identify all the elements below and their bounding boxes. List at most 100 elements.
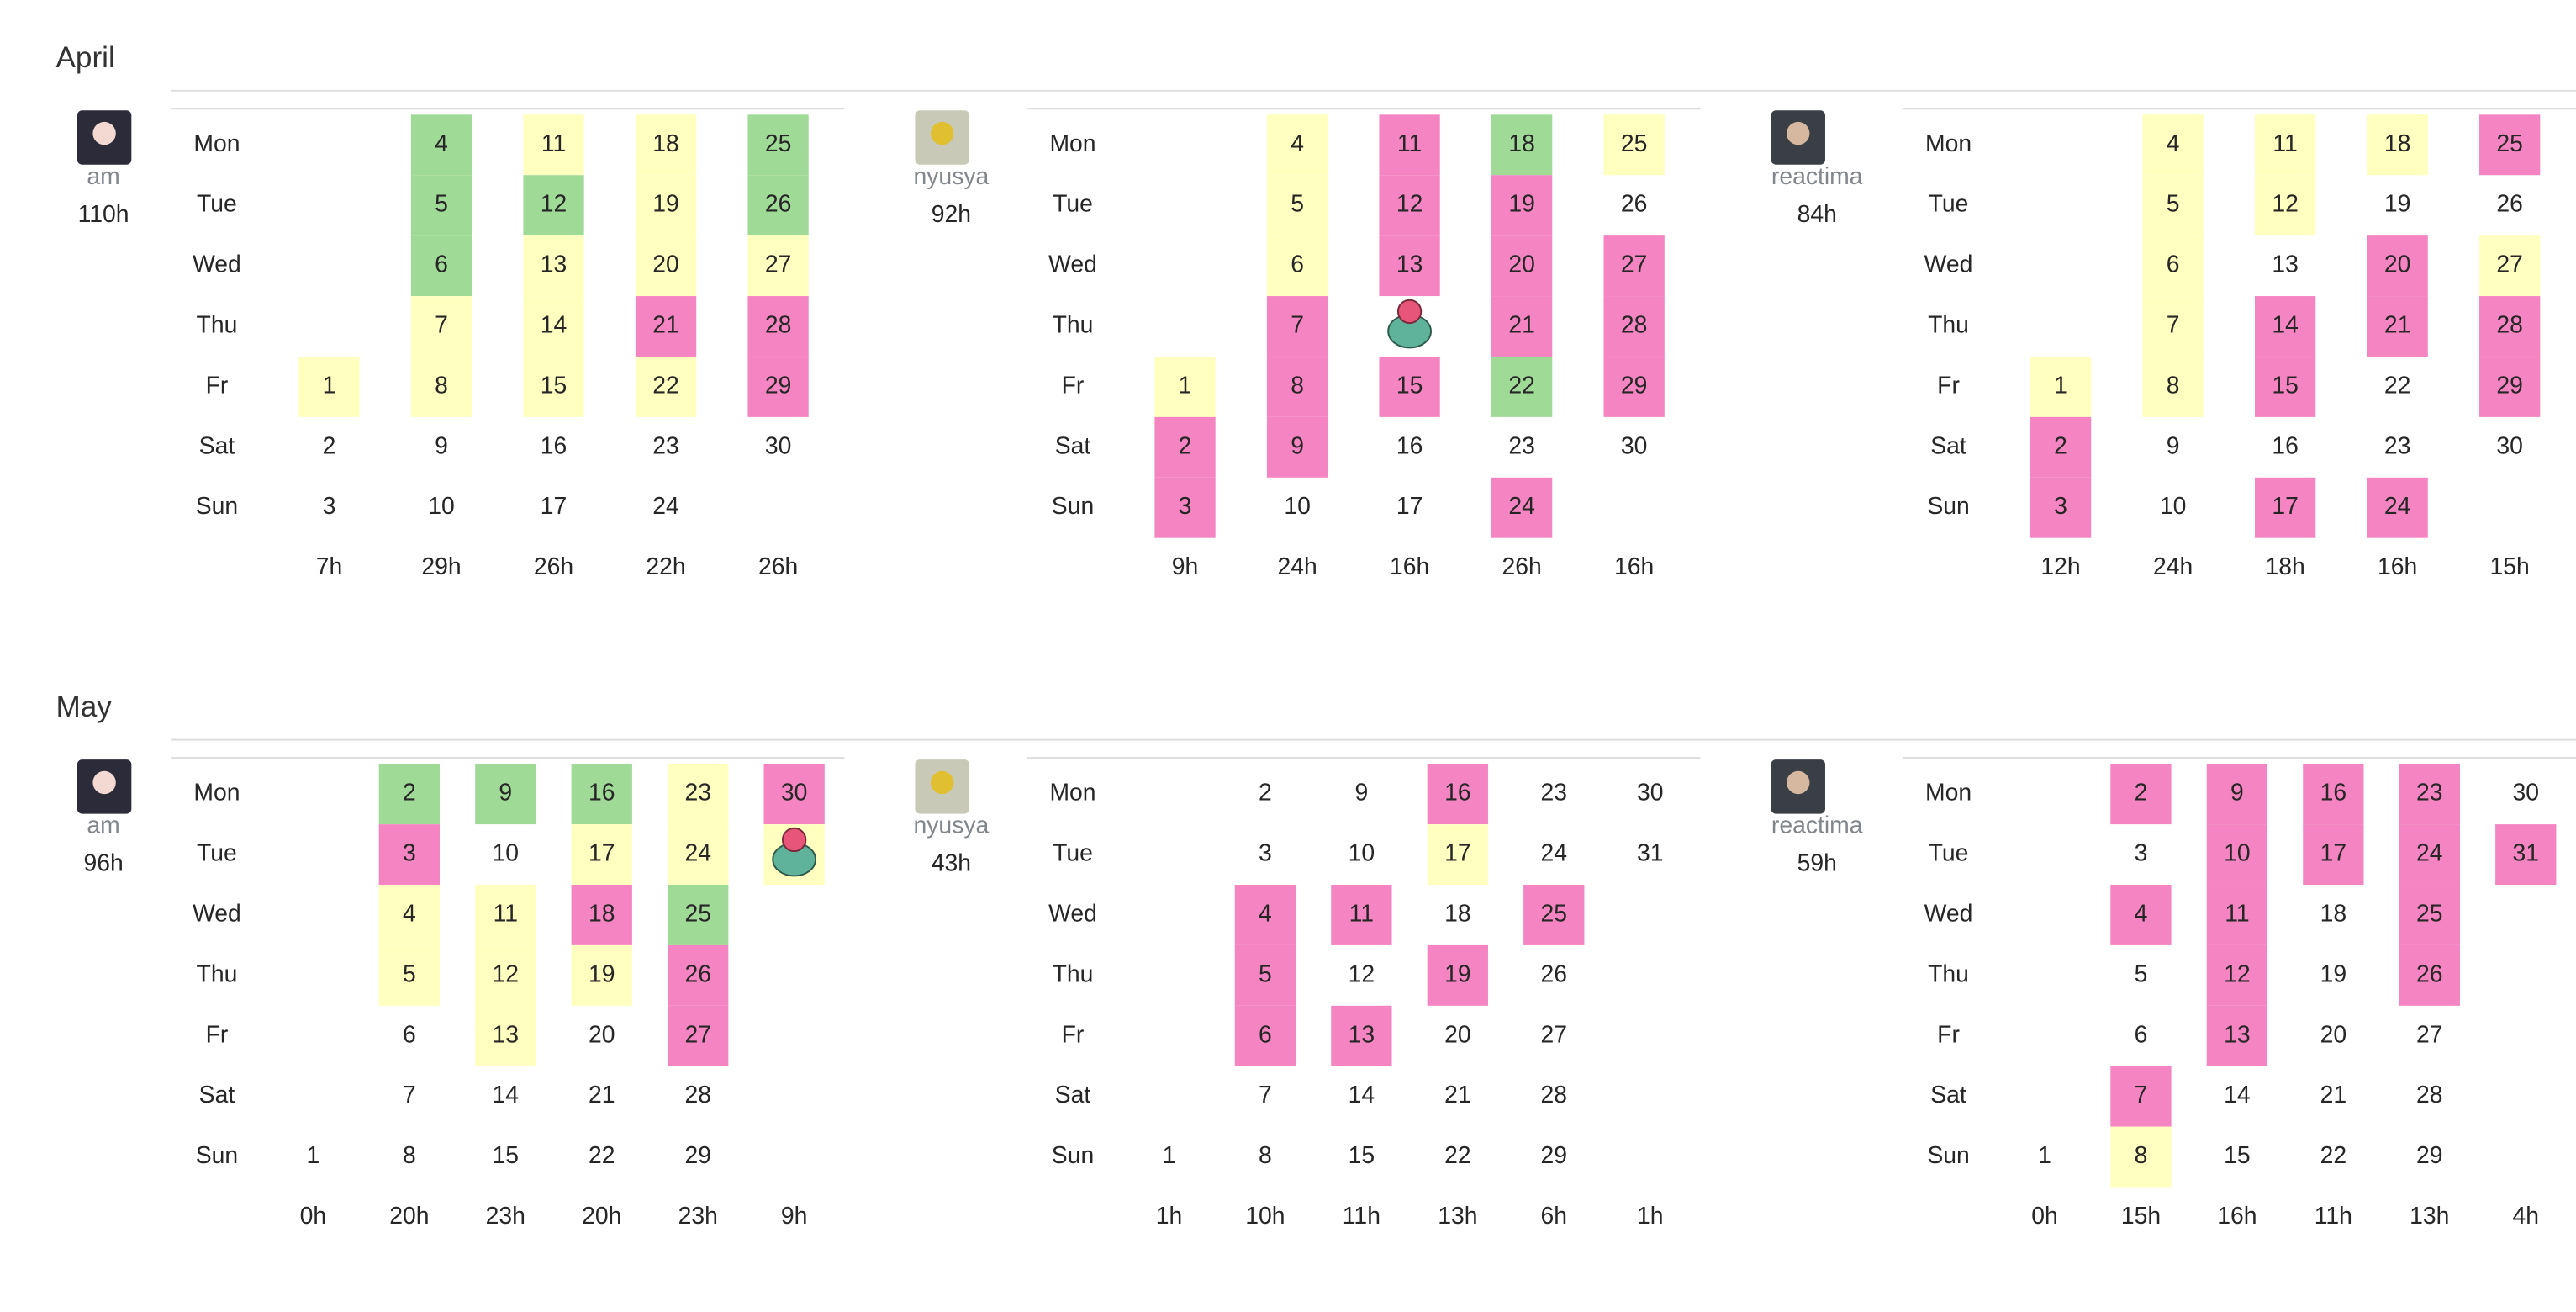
day-cell — [1427, 944, 1488, 1006]
weekday-label: Sat — [199, 1082, 235, 1108]
day-cell — [668, 764, 729, 825]
day-number: 30 — [781, 780, 808, 807]
day-cell — [2206, 885, 2268, 945]
day-number: 12 — [1349, 960, 1375, 987]
weekday-label: Fr — [1937, 1021, 1960, 1048]
day-cell — [1234, 944, 1296, 1006]
day-cell — [410, 356, 472, 417]
week-total: 4h — [2513, 1203, 2540, 1230]
day-cell — [1523, 885, 1585, 945]
day-number: 5 — [435, 191, 448, 218]
day-number: 7 — [1291, 311, 1304, 338]
weekday-label: Wed — [1048, 900, 1097, 927]
weekday-label: Sun — [196, 1142, 238, 1169]
week-total: 26h — [534, 553, 573, 580]
day-number: 23 — [2384, 432, 2411, 459]
day-number: 17 — [2320, 840, 2347, 867]
user-total: 110h — [78, 201, 129, 228]
month-title: April — [55, 41, 114, 74]
week-total: 1h — [1637, 1203, 1664, 1230]
week-total: 11h — [1343, 1203, 1380, 1230]
day-number: 19 — [1444, 960, 1471, 987]
day-cell — [523, 114, 584, 176]
day-cell — [410, 114, 472, 176]
day-cell — [1379, 235, 1440, 297]
day-number: 25 — [1541, 900, 1568, 927]
day-number: 28 — [1621, 311, 1648, 338]
day-number: 7 — [435, 311, 448, 338]
weekday-label: Sat — [1055, 1082, 1091, 1108]
day-cell — [2479, 356, 2541, 417]
day-cell — [1266, 356, 1328, 417]
day-number: 28 — [765, 311, 792, 338]
day-cell — [2206, 764, 2268, 825]
day-cell — [2030, 416, 2092, 478]
day-number: 19 — [652, 191, 679, 218]
weekday-label: Mon — [193, 130, 240, 157]
day-number: 5 — [2135, 960, 2148, 987]
day-cell — [2254, 114, 2316, 176]
avatar-face — [930, 770, 954, 795]
day-number: 29 — [2416, 1142, 2443, 1169]
day-number: 28 — [2496, 311, 2523, 338]
day-number: 26 — [2416, 960, 2443, 987]
week-total: 15h — [2121, 1203, 2161, 1230]
day-cell — [523, 235, 584, 297]
weekday-label: Sun — [1927, 493, 1969, 520]
day-number: 3 — [323, 493, 336, 520]
day-cell — [2254, 296, 2316, 357]
day-cell — [668, 824, 729, 886]
user-name: nyusya — [914, 163, 990, 190]
day-number: 22 — [2384, 372, 2411, 399]
day-cell — [1491, 296, 1553, 357]
avatar-face — [930, 121, 954, 145]
day-number: 20 — [2320, 1021, 2347, 1048]
day-number: 2 — [403, 780, 416, 807]
day-number: 9 — [499, 780, 512, 807]
day-cell — [2367, 477, 2428, 538]
day-number: 17 — [1396, 493, 1423, 520]
weekday-label: Thu — [1928, 960, 1969, 987]
day-cell — [2110, 764, 2172, 825]
day-cell — [2110, 1066, 2172, 1127]
day-number: 28 — [1541, 1082, 1568, 1108]
day-number: 15 — [541, 372, 567, 399]
day-number: 24 — [2384, 493, 2411, 520]
day-number: 24 — [684, 840, 711, 867]
day-number: 15 — [2224, 1142, 2251, 1169]
day-number: 30 — [2496, 432, 2523, 459]
weekday-label: Wed — [193, 900, 241, 927]
weekday-label: Mon — [1049, 780, 1095, 807]
day-cell — [523, 175, 584, 236]
day-cell — [1234, 885, 1296, 945]
day-number: 3 — [2135, 840, 2148, 867]
day-cell — [2142, 114, 2204, 176]
day-number: 29 — [1541, 1142, 1568, 1169]
user-total: 59h — [1797, 850, 1837, 877]
day-number: 20 — [589, 1021, 615, 1048]
month-title: May — [55, 690, 112, 723]
day-number: 6 — [1291, 251, 1304, 278]
day-number: 22 — [1508, 372, 1535, 399]
day-cell — [1427, 824, 1488, 886]
day-number: 27 — [1541, 1021, 1568, 1048]
day-number: 10 — [2224, 840, 2251, 867]
day-number: 30 — [765, 432, 792, 459]
day-cell — [410, 175, 472, 236]
day-cell — [1491, 356, 1553, 417]
day-cell — [571, 944, 632, 1006]
weekday-label: Tue — [197, 191, 237, 218]
day-number: 24 — [1508, 493, 1535, 520]
day-number: 26 — [765, 191, 792, 218]
week-total: 16h — [1390, 553, 1429, 580]
day-cell — [2110, 1126, 2172, 1188]
day-number: 7 — [2135, 1082, 2148, 1108]
day-number: 2 — [2135, 780, 2148, 807]
day-number: 18 — [2320, 900, 2347, 927]
week-total: 29h — [421, 553, 461, 580]
day-number: 21 — [652, 311, 679, 338]
day-cell — [2206, 1005, 2268, 1066]
user-total: 92h — [932, 201, 971, 228]
day-number: 14 — [493, 1082, 520, 1108]
weekday-label: Tue — [1929, 840, 1969, 867]
